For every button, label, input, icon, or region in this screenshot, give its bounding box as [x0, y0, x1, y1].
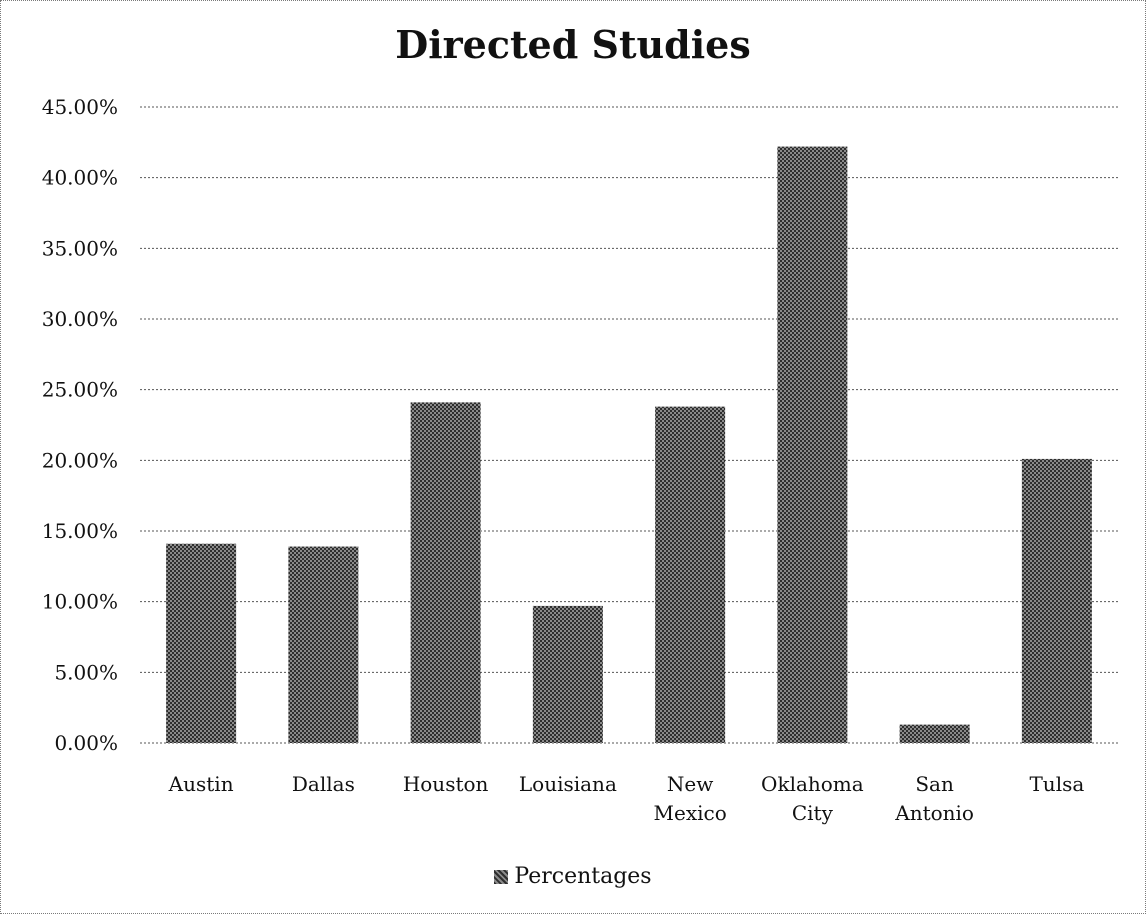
y-tick-label: 30.00% [42, 307, 118, 331]
bar [532, 605, 603, 743]
bar [1021, 458, 1092, 743]
y-tick-label: 20.00% [42, 448, 118, 472]
bar [655, 406, 726, 743]
bar [777, 146, 848, 743]
x-tick-label: Austin [168, 772, 234, 796]
chart-legend: Percentages [0, 864, 1146, 889]
x-tick-label: Houston [403, 772, 489, 796]
y-tick-label: 15.00% [42, 519, 118, 543]
x-tick-label: City [792, 801, 834, 825]
bar [899, 724, 970, 743]
legend-swatch [494, 870, 509, 884]
x-tick-label: Louisiana [519, 772, 617, 796]
x-tick-label: Mexico [654, 801, 727, 825]
y-tick-label: 40.00% [42, 166, 118, 190]
x-tick-label: New [667, 772, 713, 796]
x-tick-label: Tulsa [1029, 772, 1084, 796]
y-tick-label: 35.00% [42, 236, 118, 260]
chart-title: Directed Studies [395, 22, 751, 67]
y-tick-label: 0.00% [54, 731, 118, 755]
y-tick-label: 5.00% [54, 660, 118, 684]
bar [410, 402, 481, 743]
y-tick-label: 10.00% [42, 590, 118, 614]
legend-label: Percentages [514, 864, 652, 889]
bar [288, 546, 359, 743]
x-tick-label: Antonio [894, 801, 974, 825]
x-tick-label: Oklahoma [761, 772, 864, 796]
x-tick-label: Dallas [292, 772, 355, 796]
y-tick-label: 45.00% [42, 95, 118, 119]
y-tick-label: 25.00% [42, 378, 118, 402]
bar [166, 543, 237, 743]
x-tick-label: San [915, 772, 954, 796]
